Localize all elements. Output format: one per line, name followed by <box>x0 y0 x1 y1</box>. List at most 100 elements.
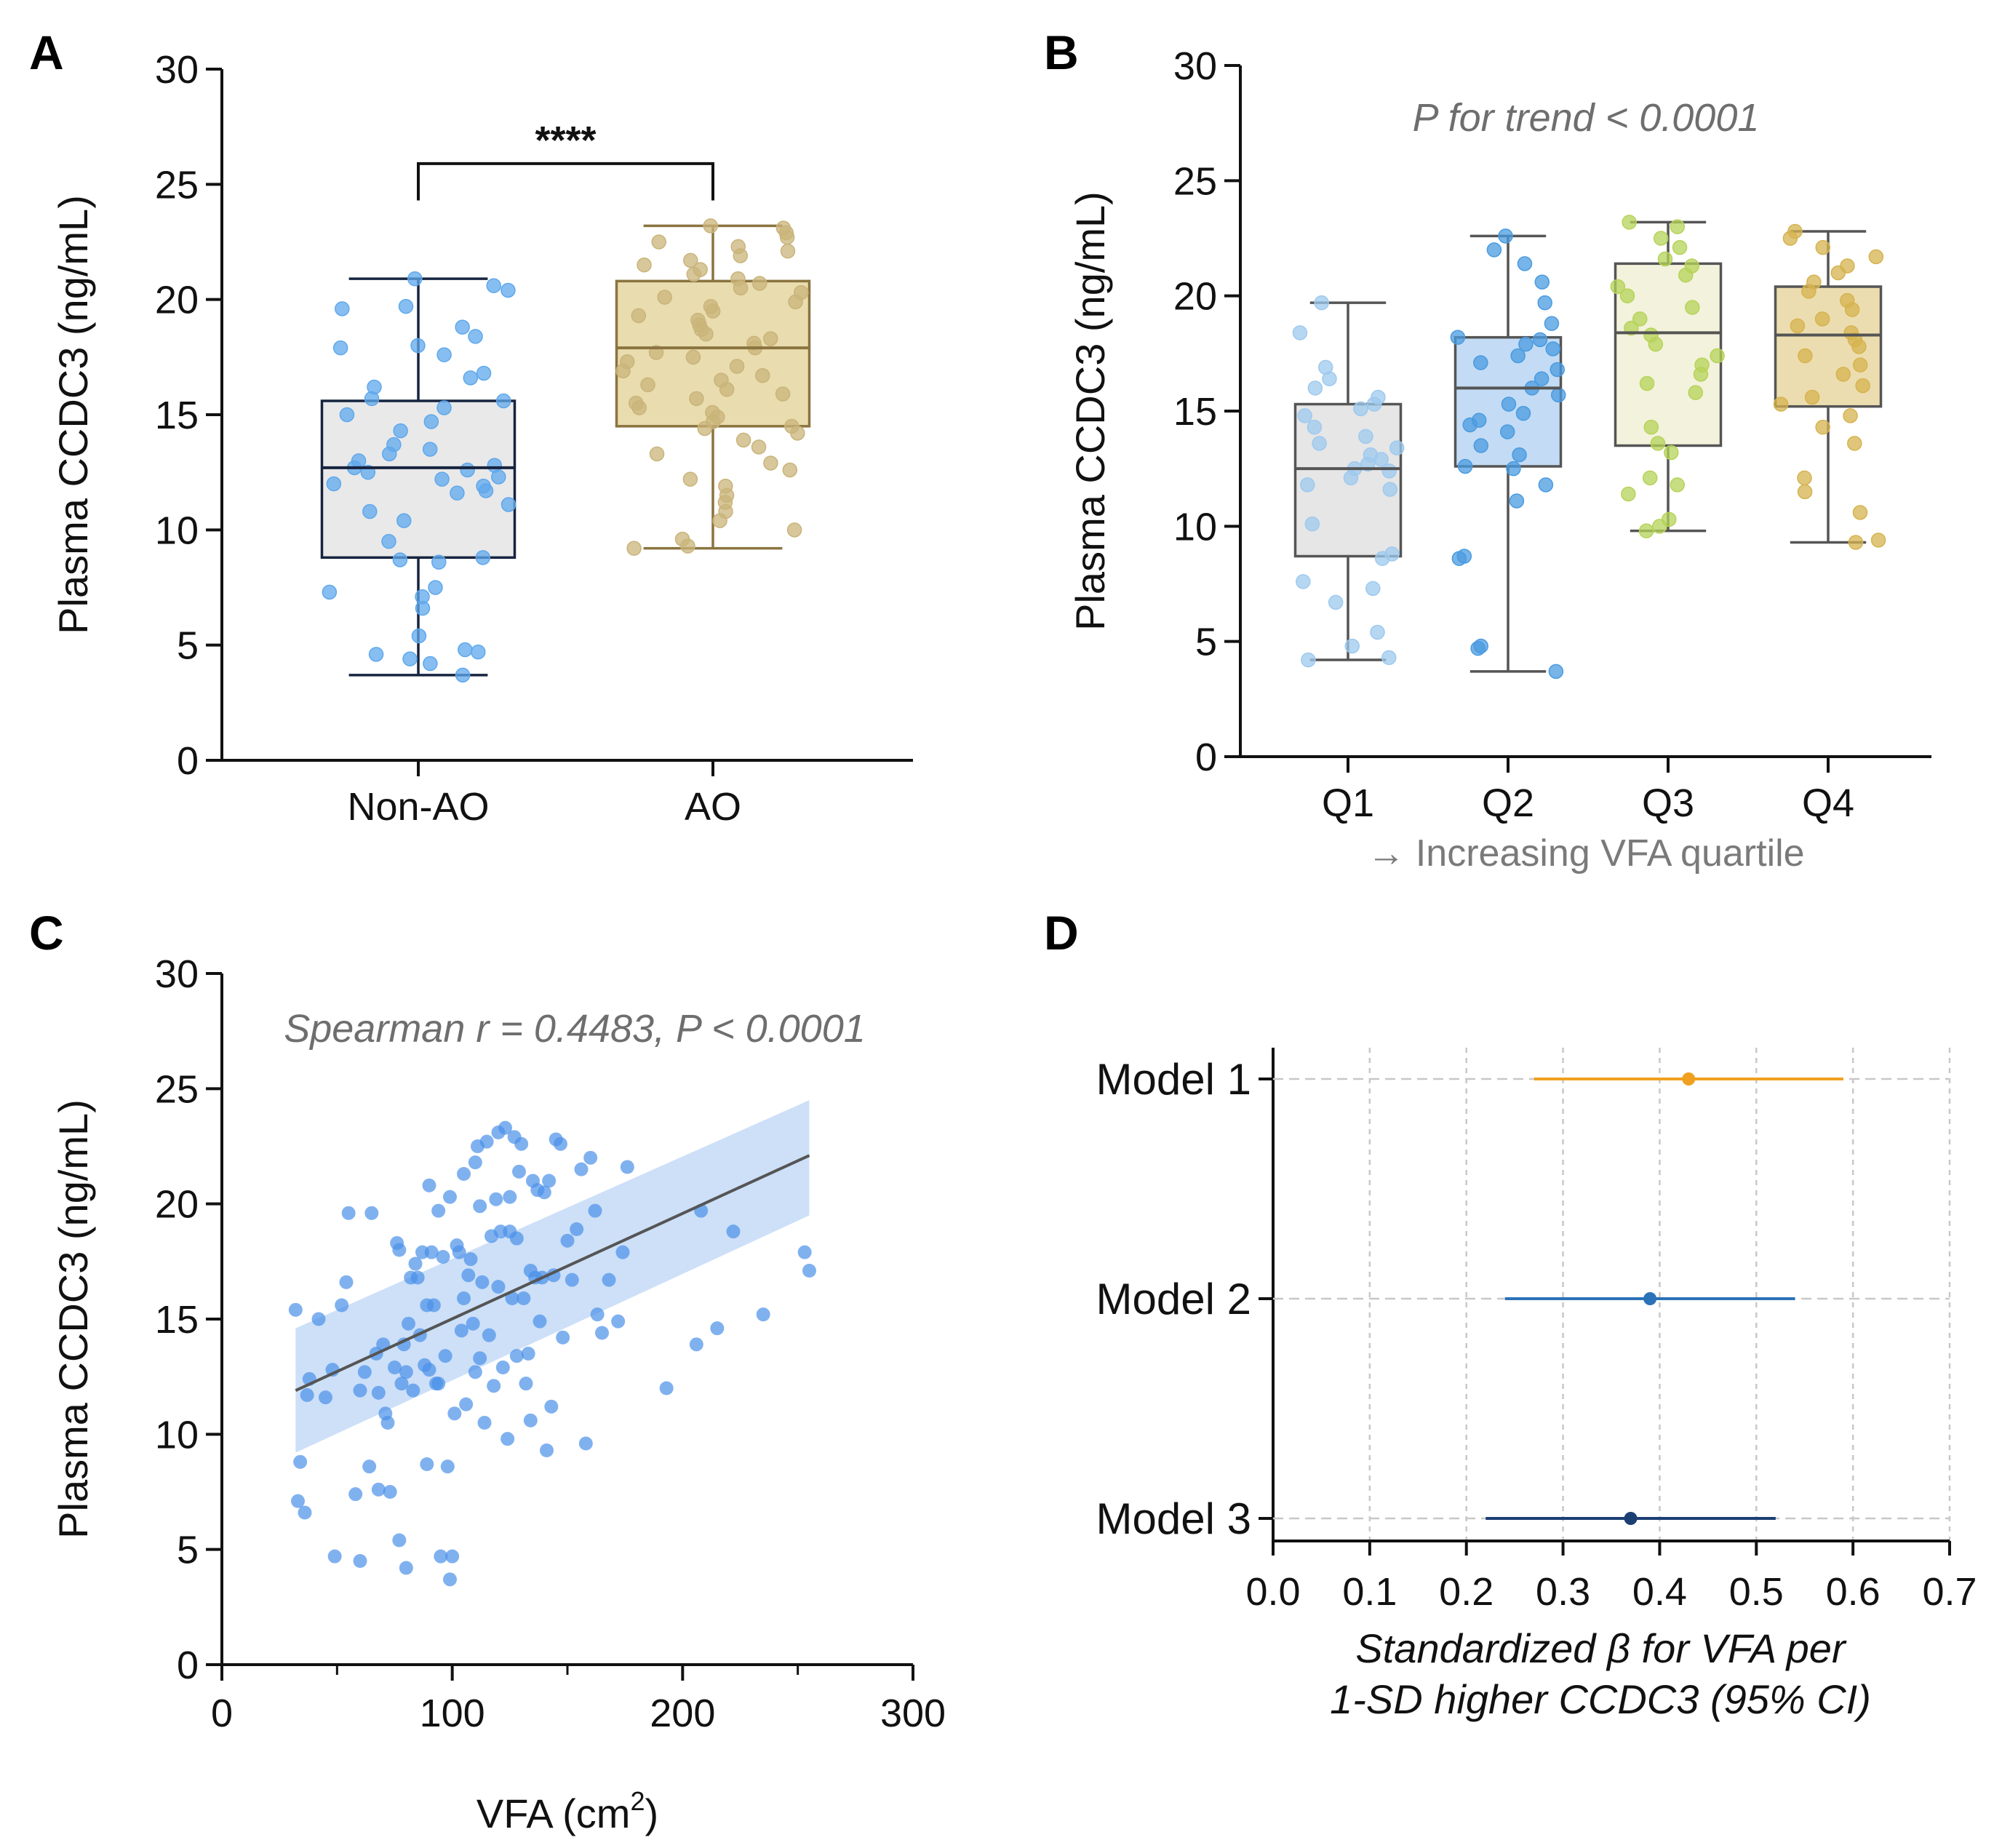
a-point <box>402 651 418 666</box>
a-point <box>775 386 791 402</box>
a-point <box>415 589 430 605</box>
b-point <box>1684 258 1699 274</box>
b-point <box>1804 389 1820 405</box>
c-point <box>620 1160 634 1174</box>
d-x-tick-label: 0.0 <box>1245 1570 1300 1614</box>
c-point <box>353 1554 367 1568</box>
b-point <box>1870 533 1886 548</box>
a-x-tick-label: Non-AO <box>347 785 489 829</box>
a-point <box>476 365 492 381</box>
c-point <box>479 1134 494 1149</box>
b-point <box>1814 311 1830 327</box>
b-point <box>1545 341 1560 357</box>
a-point <box>381 533 396 549</box>
b-y-tick-label: 10 <box>1173 505 1217 549</box>
c-point <box>291 1494 305 1508</box>
a-point <box>486 278 501 293</box>
a-point <box>763 455 778 471</box>
c-y-tick-label: 30 <box>155 952 199 996</box>
a-point <box>637 257 652 273</box>
c-point <box>399 1365 413 1379</box>
a-point <box>782 462 798 478</box>
b-point <box>1512 447 1527 463</box>
panel-b-letter: B <box>1044 25 1079 79</box>
b-y-tick-label: 30 <box>1173 44 1217 88</box>
a-point <box>487 458 503 473</box>
a-point <box>386 437 402 453</box>
a-point <box>735 432 751 448</box>
c-point <box>408 1256 423 1271</box>
a-point <box>410 338 426 354</box>
b-point <box>1550 362 1565 378</box>
d-x-tick-label: 0.7 <box>1922 1570 1977 1614</box>
c-point <box>406 1383 420 1398</box>
b-point <box>1642 470 1658 486</box>
b-point <box>1312 436 1327 451</box>
c-point <box>288 1302 303 1317</box>
b-point <box>1363 447 1379 463</box>
c-point <box>802 1264 816 1278</box>
c-point <box>505 1291 519 1305</box>
a-point <box>657 290 672 305</box>
c-point <box>565 1273 579 1287</box>
b-point <box>1456 549 1472 564</box>
c-y-tick-label: 25 <box>155 1067 199 1111</box>
b-point <box>1450 330 1466 345</box>
a-point <box>475 550 491 565</box>
c-point <box>426 1298 441 1313</box>
c-point <box>583 1150 598 1165</box>
d-estimate-point <box>1682 1072 1696 1086</box>
b-point <box>1790 318 1806 334</box>
c-point <box>491 1280 506 1294</box>
panel-c-letter: C <box>29 906 64 960</box>
b-y-axis-title: Plasma CCDC3 (ng/mL) <box>1067 191 1113 631</box>
a-point <box>674 531 690 547</box>
a-point <box>690 312 706 328</box>
a-point <box>714 373 729 388</box>
b-point <box>1370 624 1385 640</box>
a-point <box>436 400 452 415</box>
b-point <box>1314 295 1329 311</box>
a-point <box>775 220 791 236</box>
a-point <box>423 414 439 429</box>
b-point <box>1672 239 1688 255</box>
b-point <box>1328 594 1344 610</box>
d-estimate-point <box>1643 1292 1657 1305</box>
a-point <box>450 485 465 501</box>
b-point <box>1498 228 1513 244</box>
c-point <box>341 1206 356 1220</box>
b-point <box>1471 413 1487 428</box>
c-point <box>422 1363 436 1377</box>
c-point <box>447 1406 462 1421</box>
b-point <box>1550 387 1566 403</box>
a-point <box>431 554 447 570</box>
c-point <box>353 1383 367 1398</box>
b-point <box>1638 523 1654 538</box>
c-point <box>503 1190 517 1204</box>
c-point <box>371 1482 386 1497</box>
c-point <box>443 1572 457 1587</box>
c-point <box>327 1549 342 1564</box>
c-point <box>394 1377 409 1391</box>
b-point <box>1365 581 1381 597</box>
b-point <box>1840 258 1855 274</box>
a-y-tick-label: 5 <box>177 624 199 668</box>
a-significance-bracket <box>417 162 714 201</box>
c-x-tick-label: 0 <box>211 1692 233 1735</box>
c-point <box>498 1120 512 1135</box>
a-point <box>392 552 408 567</box>
a-y-tick-label: 30 <box>155 48 199 92</box>
d-x-tick-label: 0.5 <box>1729 1570 1784 1614</box>
c-point <box>319 1390 332 1405</box>
c-point <box>335 1298 349 1313</box>
b-point <box>1501 397 1517 412</box>
a-point <box>495 393 511 409</box>
a-y-tick-label: 15 <box>155 394 199 437</box>
b-point <box>1457 458 1473 474</box>
b-point <box>1639 375 1655 391</box>
a-point <box>322 584 338 600</box>
c-point <box>533 1314 547 1329</box>
a-point <box>703 298 719 314</box>
c-point <box>380 1416 395 1430</box>
